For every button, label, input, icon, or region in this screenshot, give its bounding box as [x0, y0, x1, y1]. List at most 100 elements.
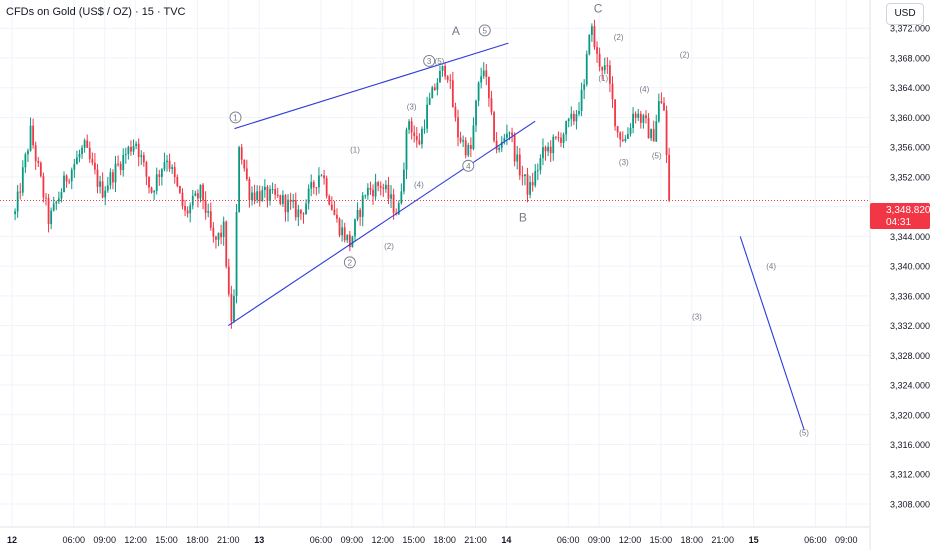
candle-body: [271, 189, 274, 191]
candle-body: [109, 172, 112, 186]
wave-label: (3): [407, 102, 417, 111]
candle-body: [544, 147, 547, 152]
candle-body: [140, 155, 143, 157]
candle-body: [645, 115, 647, 119]
candle-body: [70, 169, 73, 182]
candle-body: [657, 101, 660, 122]
candle-body: [487, 76, 490, 99]
candle-body: [168, 160, 171, 169]
grid: [0, 0, 870, 527]
candle-body: [233, 296, 235, 322]
time-tick-label: 12:00: [619, 535, 642, 545]
wave-label: 2: [348, 258, 353, 267]
candle-body: [454, 107, 457, 118]
candle-body: [542, 147, 544, 159]
price-tick-label: 3,308.000: [890, 499, 930, 509]
candle-body: [328, 196, 331, 205]
candle-body: [611, 83, 614, 100]
candle-body: [410, 121, 413, 133]
candle-body: [96, 169, 99, 187]
candle-body: [601, 66, 604, 71]
time-tick-label: 18:00: [433, 535, 456, 545]
candle-body: [338, 218, 341, 236]
candle-body: [158, 174, 161, 177]
candle-body: [119, 163, 122, 171]
candle-body: [68, 181, 71, 183]
candle-body: [176, 176, 179, 187]
candle-body: [112, 172, 114, 183]
candle-body: [578, 110, 580, 115]
candle-body: [596, 47, 598, 54]
candle-body: [472, 125, 475, 149]
candle-body: [493, 112, 495, 141]
candle-body: [655, 121, 658, 142]
candle-body: [348, 234, 351, 248]
candle-body: [575, 114, 578, 122]
candle-body: [34, 145, 37, 162]
candle-body: [387, 184, 390, 199]
candle-body: [449, 79, 452, 81]
candle-body: [166, 160, 168, 163]
candle-body: [570, 113, 573, 119]
candle-body: [42, 176, 45, 198]
candle-body: [343, 227, 346, 241]
candle-body: [400, 191, 403, 204]
candle-body: [477, 82, 480, 101]
candle-body: [421, 128, 423, 145]
wave-label: (4): [766, 262, 776, 271]
candle-body: [382, 187, 385, 189]
candle-body: [459, 137, 462, 142]
time-tick-label: 21:00: [464, 535, 487, 545]
candle-body: [78, 154, 81, 158]
candle-body: [256, 191, 259, 200]
candle-body: [222, 221, 225, 238]
candle-body: [518, 154, 521, 176]
candle-body: [91, 159, 94, 163]
candle-body: [451, 80, 454, 108]
candle-body: [384, 184, 387, 189]
candle-body: [379, 185, 382, 188]
candle-body: [202, 184, 204, 201]
time-tick-label: 12:00: [372, 535, 395, 545]
wave-label: (2): [680, 50, 690, 59]
candle-body: [598, 53, 601, 67]
candle-body: [366, 187, 369, 196]
candle-body: [627, 134, 629, 139]
candle-body: [153, 191, 156, 193]
candle-body: [557, 137, 560, 139]
candle-body: [572, 113, 575, 122]
time-tick-label: 18:00: [186, 535, 209, 545]
candle-body: [63, 175, 65, 193]
candle-body: [315, 187, 318, 189]
candle-body: [426, 104, 428, 129]
candle-body: [354, 219, 356, 237]
candle-body: [281, 195, 284, 204]
candle-body: [150, 187, 153, 193]
candle-body: [562, 134, 565, 143]
price-tick-label: 3,368.000: [890, 53, 930, 63]
candle-body: [436, 82, 439, 90]
candle-body: [325, 178, 328, 197]
symbol-title: CFDs on Gold (US$ / OZ) · 15 · TVC: [6, 6, 186, 18]
candle-body: [330, 204, 333, 210]
price-tick-label: 3,332.000: [890, 321, 930, 331]
candle-body: [21, 167, 24, 193]
candle-body: [639, 113, 642, 123]
last-price-value: 3,348.820: [886, 205, 931, 216]
currency-button[interactable]: USD: [886, 3, 924, 25]
time-tick-label: 15: [749, 535, 759, 545]
candle-body: [50, 210, 53, 224]
candle-body: [55, 201, 58, 204]
candle-body: [194, 193, 197, 196]
candle-body: [184, 205, 186, 211]
wave-label: (3): [619, 158, 629, 167]
trendlines: [0, 42, 870, 430]
time-tick-label: 06:00: [310, 535, 333, 545]
candle-body: [359, 209, 362, 217]
candle-body: [186, 210, 189, 214]
candle-body: [457, 117, 459, 138]
candle-body: [441, 65, 444, 71]
candle-body: [178, 186, 181, 193]
